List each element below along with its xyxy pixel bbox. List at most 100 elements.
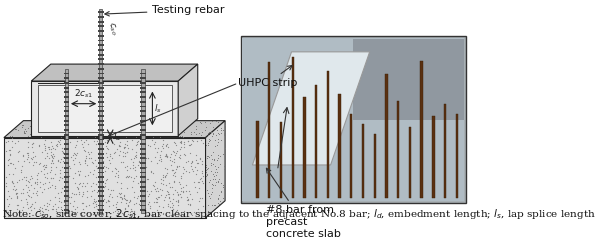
Bar	[64, 172, 69, 174]
Bar	[98, 11, 104, 13]
Bar	[64, 186, 69, 188]
Bar	[140, 129, 146, 131]
Bar	[98, 195, 104, 197]
Bar	[98, 200, 104, 202]
Bar	[98, 181, 104, 183]
Bar	[65, 69, 68, 213]
Bar	[64, 77, 69, 79]
Bar	[292, 57, 294, 198]
Bar	[64, 82, 69, 84]
Bar	[98, 91, 104, 93]
Bar	[409, 127, 411, 198]
Bar	[140, 209, 146, 211]
Bar	[140, 91, 146, 93]
Bar	[98, 153, 104, 155]
Bar	[140, 153, 146, 155]
Text: $c_{so}$: $c_{so}$	[105, 20, 119, 37]
Bar	[98, 68, 104, 70]
Bar	[98, 101, 104, 103]
Bar	[98, 209, 104, 211]
Bar	[64, 87, 69, 89]
Bar	[64, 181, 69, 183]
Polygon shape	[38, 85, 172, 132]
Bar	[98, 167, 104, 169]
Text: UHPC strip: UHPC strip	[238, 66, 298, 88]
Bar	[98, 129, 104, 131]
Bar	[140, 195, 146, 197]
Bar	[397, 101, 400, 198]
Bar	[98, 134, 104, 136]
Bar	[241, 36, 466, 203]
Bar	[98, 162, 104, 164]
Bar	[338, 94, 341, 198]
Bar	[98, 82, 104, 84]
Bar	[140, 143, 146, 145]
Bar	[64, 167, 69, 169]
Bar	[98, 63, 104, 65]
Polygon shape	[31, 64, 198, 81]
Bar	[98, 115, 104, 117]
Bar	[98, 26, 104, 27]
Bar	[98, 143, 104, 145]
Polygon shape	[4, 121, 225, 138]
Bar	[64, 91, 69, 93]
Bar	[64, 110, 69, 112]
Bar	[140, 167, 146, 169]
Bar	[64, 191, 69, 192]
Text: $2c_{s1}$: $2c_{s1}$	[74, 87, 94, 100]
Bar	[385, 74, 388, 198]
Bar	[315, 86, 317, 198]
Bar	[140, 115, 146, 117]
Bar	[140, 181, 146, 183]
Bar	[98, 148, 104, 150]
Bar	[140, 124, 146, 126]
Bar	[98, 191, 104, 192]
Bar	[362, 124, 364, 198]
Bar	[140, 162, 146, 164]
Bar	[64, 73, 69, 74]
Bar	[98, 120, 104, 122]
Bar	[98, 73, 104, 74]
Bar	[64, 143, 69, 145]
Bar	[64, 139, 69, 140]
Bar	[98, 58, 104, 60]
Bar	[98, 172, 104, 174]
Bar	[64, 129, 69, 131]
Bar	[140, 96, 146, 98]
Bar	[98, 44, 104, 46]
Bar	[98, 105, 104, 107]
Bar	[242, 38, 464, 201]
Bar	[64, 148, 69, 150]
Bar	[64, 124, 69, 126]
Bar	[98, 30, 104, 32]
Bar	[98, 110, 104, 112]
Bar	[353, 39, 464, 120]
Bar	[98, 16, 104, 18]
Polygon shape	[206, 121, 225, 218]
Text: Note: $c_{so}$, side cover; $2c_{s1}$, bar clear spacing to the adjacent No.8 ba: Note: $c_{so}$, side cover; $2c_{s1}$, b…	[2, 207, 596, 221]
Bar	[64, 157, 69, 159]
Text: $l_s$: $l_s$	[154, 102, 161, 115]
Bar	[98, 35, 104, 37]
Bar	[140, 120, 146, 122]
Text: $l_d$: $l_d$	[113, 130, 121, 143]
Bar	[98, 124, 104, 126]
Bar	[268, 62, 271, 198]
Bar	[326, 71, 329, 198]
Bar	[98, 77, 104, 79]
Bar	[140, 200, 146, 202]
Polygon shape	[178, 64, 198, 136]
Bar	[98, 186, 104, 188]
Bar	[140, 82, 146, 84]
Bar	[140, 176, 146, 178]
Bar	[98, 96, 104, 98]
Bar	[64, 205, 69, 206]
Bar	[98, 54, 104, 56]
Bar	[374, 134, 376, 198]
Bar	[98, 176, 104, 178]
Bar	[140, 148, 146, 150]
Bar	[140, 205, 146, 206]
Bar	[140, 157, 146, 159]
Text: #8 bar from
precast
concrete slab: #8 bar from precast concrete slab	[266, 168, 341, 239]
Bar	[64, 200, 69, 202]
